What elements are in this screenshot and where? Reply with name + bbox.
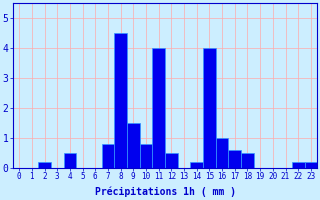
X-axis label: Précipitations 1h ( mm ): Précipitations 1h ( mm ) [94, 187, 236, 197]
Bar [127, 123, 140, 168]
Bar [102, 144, 114, 168]
Bar [140, 144, 152, 168]
Bar [241, 153, 254, 168]
Bar [216, 138, 228, 168]
Bar [292, 162, 305, 168]
Bar [152, 48, 165, 168]
Bar [114, 33, 127, 168]
Bar [64, 153, 76, 168]
Bar [305, 162, 317, 168]
Bar [38, 162, 51, 168]
Bar [165, 153, 178, 168]
Bar [190, 162, 203, 168]
Bar [228, 150, 241, 168]
Bar [203, 48, 216, 168]
